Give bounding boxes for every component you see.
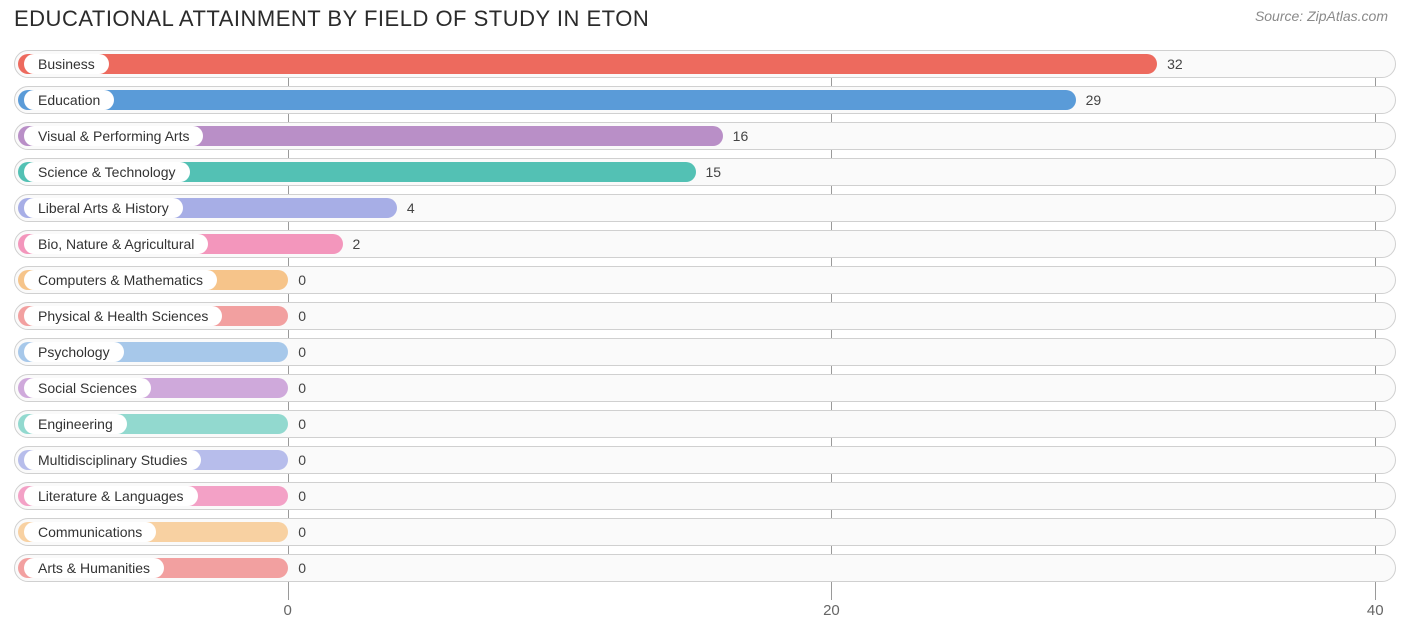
bar-value: 2 (343, 231, 361, 257)
bar-row: Education 29 (14, 86, 1396, 114)
bars-container: Business 32 Education 29 Visual & Performing… (14, 50, 1396, 596)
bar-value: 0 (288, 303, 306, 329)
bar-row: Business 32 (14, 50, 1396, 78)
bar-label: Engineering (24, 414, 127, 434)
bar-value: 15 (696, 159, 722, 185)
bar-label: Social Sciences (24, 378, 151, 398)
bar-value: 0 (288, 519, 306, 545)
bar-label: Arts & Humanities (24, 558, 164, 578)
bar-label: Psychology (24, 342, 124, 362)
bar-value: 0 (288, 483, 306, 509)
bar-row: Literature & Languages 0 (14, 482, 1396, 510)
bar-value: 16 (723, 123, 749, 149)
bar-label: Education (24, 90, 114, 110)
bar-row: Liberal Arts & History 4 (14, 194, 1396, 222)
bar-row: Science & Technology 15 (14, 158, 1396, 186)
bar-value: 29 (1076, 87, 1102, 113)
chart-plot-area: Business 32 Education 29 Visual & Performing… (14, 50, 1396, 596)
bar-label: Science & Technology (24, 162, 190, 182)
bar-label: Computers & Mathematics (24, 270, 217, 290)
bar-value: 4 (397, 195, 415, 221)
bar-value: 0 (288, 339, 306, 365)
source-attribution: Source: ZipAtlas.com (1255, 6, 1388, 24)
x-tick-label: 0 (283, 602, 291, 619)
bar-row: Bio, Nature & Agricultural 2 (14, 230, 1396, 258)
bar-value: 0 (288, 375, 306, 401)
bar-row: Arts & Humanities 0 (14, 554, 1396, 582)
x-tick-label: 40 (1367, 602, 1384, 619)
bar-value: 32 (1157, 51, 1183, 77)
bar-label: Liberal Arts & History (24, 198, 183, 218)
bar-label: Communications (24, 522, 156, 542)
bar-row: Communications 0 (14, 518, 1396, 546)
bar-label: Visual & Performing Arts (24, 126, 203, 146)
bar-fill (18, 90, 1076, 110)
bar-row: Visual & Performing Arts 16 (14, 122, 1396, 150)
bar-row: Physical & Health Sciences 0 (14, 302, 1396, 330)
bar-value: 0 (288, 267, 306, 293)
chart-title: EDUCATIONAL ATTAINMENT BY FIELD OF STUDY… (14, 6, 649, 32)
bar-row: Multidisciplinary Studies 0 (14, 446, 1396, 474)
bar-row: Social Sciences 0 (14, 374, 1396, 402)
bar-label: Bio, Nature & Agricultural (24, 234, 208, 254)
bar-value: 0 (288, 447, 306, 473)
bar-label: Physical & Health Sciences (24, 306, 222, 326)
bar-row: Computers & Mathematics 0 (14, 266, 1396, 294)
bar-fill (18, 54, 1157, 74)
bar-value: 0 (288, 411, 306, 437)
x-tick-label: 20 (823, 602, 840, 619)
bar-label: Multidisciplinary Studies (24, 450, 201, 470)
bar-row: Engineering 0 (14, 410, 1396, 438)
bar-label: Business (24, 54, 109, 74)
bar-row: Psychology 0 (14, 338, 1396, 366)
x-axis: 0 20 40 (14, 602, 1396, 622)
bar-label: Literature & Languages (24, 486, 198, 506)
bar-value: 0 (288, 555, 306, 581)
